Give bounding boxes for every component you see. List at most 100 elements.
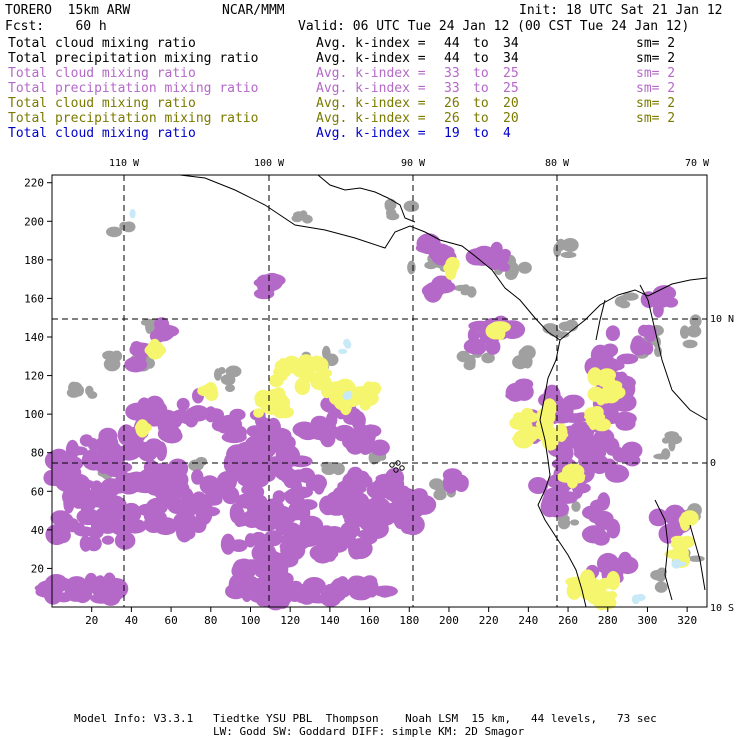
purple-precip-cell	[346, 579, 372, 593]
legend-from: 33	[444, 81, 460, 96]
purple-precip-cell	[137, 503, 158, 517]
legend-idx: Avg. k-index =	[316, 111, 426, 126]
purple-precip-cell	[555, 443, 574, 463]
purple-precip-cell	[70, 489, 88, 509]
coastline	[559, 277, 708, 341]
yellow-precip	[197, 382, 219, 402]
purple-precip-cell	[103, 572, 116, 591]
lat-label: 0	[710, 458, 716, 469]
yellow-precip-cell	[678, 513, 696, 527]
y-tick-label: 20	[31, 562, 44, 575]
purple-precip-cell	[228, 573, 247, 595]
x-tick-label: 240	[518, 614, 538, 627]
purple-precip-cell	[428, 246, 445, 261]
purple-precip-cell	[110, 513, 122, 529]
yellow-precip	[678, 510, 699, 532]
purple-precip-cell	[162, 496, 183, 507]
purple-precip-cell	[309, 474, 327, 492]
purple-precip-cell	[123, 519, 147, 534]
x-tick-label: 180	[399, 614, 419, 627]
light-cloud	[342, 390, 353, 401]
purple-precip-cell	[86, 535, 102, 552]
purple-precip-cell	[272, 490, 286, 504]
purple-precip	[173, 388, 224, 428]
gray-cloud	[653, 431, 683, 460]
purple-precip-cell	[283, 580, 295, 594]
gray-cloud-cell	[517, 261, 532, 274]
gray-cloud-cell	[548, 328, 562, 337]
purple-precip-cell	[485, 338, 501, 355]
coastline	[654, 499, 673, 601]
gray-cloud-cell	[226, 378, 235, 385]
purple-precip	[585, 551, 639, 584]
x-tick-label: 320	[677, 614, 697, 627]
yellow-precip	[584, 406, 612, 432]
purple-precip-cell	[136, 397, 152, 419]
purple-precip-cell	[234, 516, 249, 527]
light-cloud	[338, 338, 352, 354]
purple-precip-cell	[144, 438, 163, 453]
yellow-precip-cell	[578, 577, 600, 587]
yellow-precip-cell	[522, 419, 533, 436]
lat-label: 10 S	[710, 603, 734, 614]
purple-precip-cell	[220, 533, 236, 555]
purple-precip-cell	[601, 349, 614, 361]
purple-precip	[570, 428, 643, 484]
legend-from: 26	[444, 96, 460, 111]
purple-precip-cell	[115, 444, 141, 461]
x-tick-label: 40	[125, 614, 138, 627]
purple-precip-cell	[593, 428, 615, 447]
legend-to: 34	[503, 36, 519, 51]
gray-cloud	[291, 210, 313, 224]
yellow-precip-cell	[592, 593, 610, 610]
map-frame	[51, 174, 708, 608]
purple-precip-cell	[528, 477, 549, 494]
legend-field: Total cloud mixing ratio	[8, 96, 196, 111]
purple-precip-cell	[273, 459, 292, 480]
purple-precip	[211, 408, 292, 455]
purple-precip-cell	[630, 335, 646, 356]
purple-precip-cell	[599, 518, 619, 531]
purple-precip-cell	[640, 291, 657, 308]
purple-precip-cell	[290, 486, 313, 499]
legend-sm: sm= 2	[636, 111, 676, 126]
gray-cloud-cell	[386, 212, 400, 221]
purple-precip-cell	[370, 439, 390, 456]
purple-precip-cell	[617, 551, 633, 571]
purple-precip	[340, 424, 390, 456]
gray-cloud-cell	[424, 261, 438, 270]
galapagos-island	[399, 465, 405, 471]
purple-precip-cell	[253, 440, 278, 453]
galapagos-island	[389, 462, 395, 468]
purple-precip-cell	[297, 502, 311, 523]
purple-precip-cell	[505, 382, 526, 402]
gray-cloud-cell	[453, 284, 471, 292]
gray-cloud	[679, 314, 702, 349]
physics-info: LW: Godd SW: Goddard DIFF: simple KM: 2D…	[213, 725, 525, 738]
yellow-precip-cell	[253, 408, 264, 418]
purple-precip-cell	[256, 417, 272, 434]
yellow-precip-cell	[294, 377, 311, 395]
yellow-precip-cell	[606, 571, 621, 591]
purple-precip-cell	[245, 484, 265, 500]
purple-precip-cell	[549, 411, 575, 424]
x-tick-label: 20	[85, 614, 98, 627]
y-tick-label: 220	[24, 177, 44, 190]
gray-cloud	[66, 381, 98, 399]
purple-precip-cell	[253, 551, 271, 569]
purple-precip-cell	[292, 584, 313, 604]
y-tick-label: 80	[31, 447, 44, 460]
purple-precip-cell	[353, 500, 371, 522]
gray-cloud-cell	[103, 357, 121, 372]
gray-cloud-cell	[66, 387, 81, 398]
gray-cloud-cell	[504, 268, 518, 280]
gray-cloud	[553, 238, 579, 259]
purple-precip-cell	[114, 531, 136, 550]
purple-precip	[505, 378, 534, 402]
x-tick-label: 120	[280, 614, 300, 627]
yellow-precip-cell	[571, 474, 585, 484]
gray-cloud-cell	[556, 238, 566, 251]
gray-cloud-cell	[384, 202, 396, 212]
purple-precip	[421, 275, 456, 303]
purple-precip-cell	[35, 586, 57, 598]
